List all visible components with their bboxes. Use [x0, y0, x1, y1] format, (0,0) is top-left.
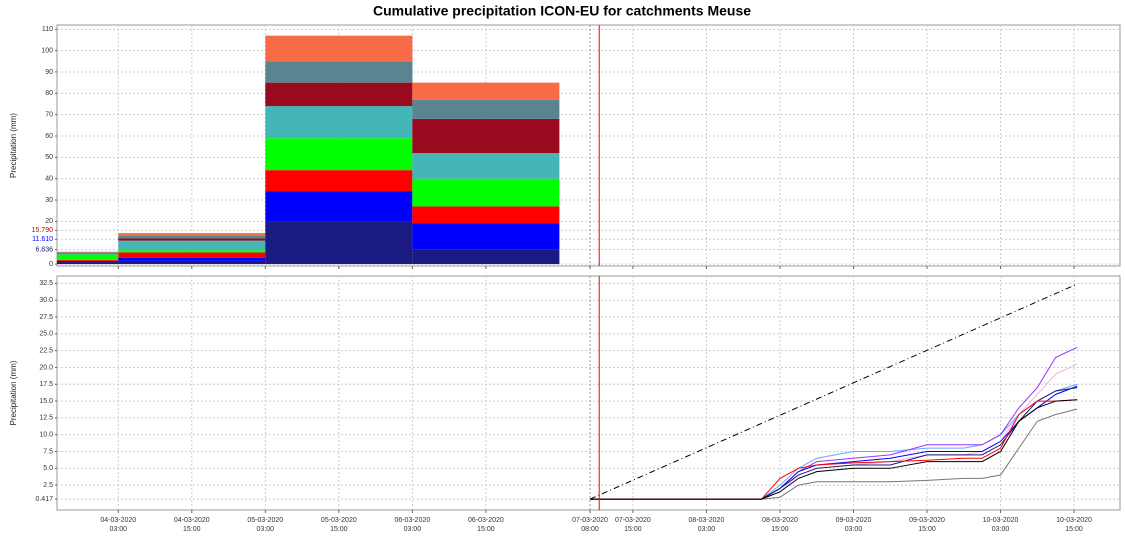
x-tick-label: 06-03-2020 15:00 — [467, 517, 504, 533]
bar-segment — [265, 138, 413, 171]
x-tick-label: 10-03-2020 03:00 — [982, 517, 1019, 533]
x-tick-label: 04-03-2020 03:00 — [100, 517, 137, 533]
bar-segment — [57, 261, 119, 265]
y-tick-label: 27.5 — [39, 314, 53, 321]
y-tick-label: 20 — [45, 218, 53, 225]
x-tick-label: 07-03-2020 08:00 — [572, 517, 608, 533]
bar-segment — [265, 35, 413, 62]
bar-segment — [412, 249, 560, 265]
x-tick-label: 05-03-2020 03:00 — [247, 517, 284, 533]
bar-segment — [412, 223, 560, 250]
y-tick-label: 20.0 — [39, 364, 53, 371]
y-tick-label: 25.0 — [39, 331, 53, 338]
bar-segment — [118, 252, 266, 258]
line-series — [590, 399, 1078, 500]
bar-segment — [118, 240, 266, 251]
bar-segment — [118, 250, 266, 253]
bar-segment — [265, 221, 413, 265]
x-tick-label: 09-03-2020 15:00 — [909, 517, 945, 533]
plot-area — [56, 24, 1121, 267]
y-tick-label: 32.5 — [39, 280, 53, 287]
y-tick-label: 22.5 — [39, 347, 53, 354]
line-series — [590, 408, 1078, 500]
bar-segment — [57, 260, 119, 262]
y-tick-label: 11.610 — [32, 236, 53, 243]
y-tick-label: 12.5 — [39, 415, 53, 422]
line-series — [590, 399, 1078, 500]
y-tick-label: 2.5 — [43, 482, 53, 489]
y-axis-title: Precipitation (mm) — [9, 113, 18, 178]
bar-segment — [265, 191, 413, 222]
bar-segment — [57, 251, 119, 253]
y-tick-label: 30.0 — [39, 297, 53, 304]
x-tick-label: 08-03-2020 03:00 — [688, 517, 725, 533]
x-tick-label: 09-03-2020 03:00 — [835, 517, 872, 533]
y-tick-label: 0 — [49, 261, 53, 268]
y-tick-label: 100 — [41, 47, 53, 54]
y-tick-label: 15.790 — [32, 227, 54, 234]
bar-segment — [265, 82, 413, 107]
bar-segment — [57, 254, 119, 260]
y-tick-label: 60 — [45, 133, 53, 140]
y-tick-label: 6.836 — [35, 246, 53, 253]
y-tick-label: 90 — [45, 69, 53, 76]
bar-segment — [412, 178, 560, 207]
bar-segment — [118, 238, 266, 241]
y-tick-label: 80 — [45, 90, 53, 97]
x-tick-label: 06-03-2020 03:00 — [394, 517, 431, 533]
y-tick-label: 5.0 — [43, 465, 53, 472]
bar-segment — [57, 252, 119, 254]
bar-segment — [412, 153, 560, 179]
bar-segment — [57, 253, 119, 255]
bar-segment — [118, 260, 266, 265]
y-tick-label: 15.0 — [39, 398, 53, 405]
bar-segment — [57, 259, 119, 261]
x-tick-label: 05-03-2020 15:00 — [320, 517, 357, 533]
x-tick-label: 04-03-2020 15:00 — [173, 517, 210, 533]
chart-title: Cumulative precipitation ICON-EU for cat… — [373, 3, 751, 19]
bar-segment — [118, 233, 266, 236]
plot-area — [56, 275, 1121, 511]
x-tick-label: 08-03-2020 15:00 — [762, 517, 798, 533]
bar-segment — [412, 118, 560, 154]
bar-segment — [118, 257, 266, 261]
bar-segment — [412, 206, 560, 224]
y-tick-label: 40 — [45, 176, 53, 183]
y-tick-label: 30 — [45, 197, 53, 204]
y-axis-title: Precipitation (mm) — [9, 360, 18, 425]
y-tick-label: 7.5 — [43, 448, 53, 455]
y-tick-label: 110 — [42, 26, 53, 33]
bar-segment — [412, 82, 560, 100]
bar-segment — [265, 170, 413, 192]
bar-segment — [265, 61, 413, 83]
y-tick-label: 50 — [45, 154, 53, 161]
bar-segment — [118, 235, 266, 239]
y-tick-label: 0.417 — [35, 496, 53, 503]
y-tick-label: 10.0 — [39, 432, 53, 439]
y-tick-label: 70 — [45, 111, 53, 118]
bar-segment — [265, 106, 413, 139]
x-tick-label: 10-03-2020 15:00 — [1056, 517, 1092, 533]
x-tick-label: 07-03-2020 15:00 — [615, 517, 651, 533]
bar-segment — [412, 99, 560, 119]
y-tick-label: 17.5 — [39, 381, 53, 388]
line-series — [590, 387, 1078, 500]
line-series — [589, 284, 1078, 500]
